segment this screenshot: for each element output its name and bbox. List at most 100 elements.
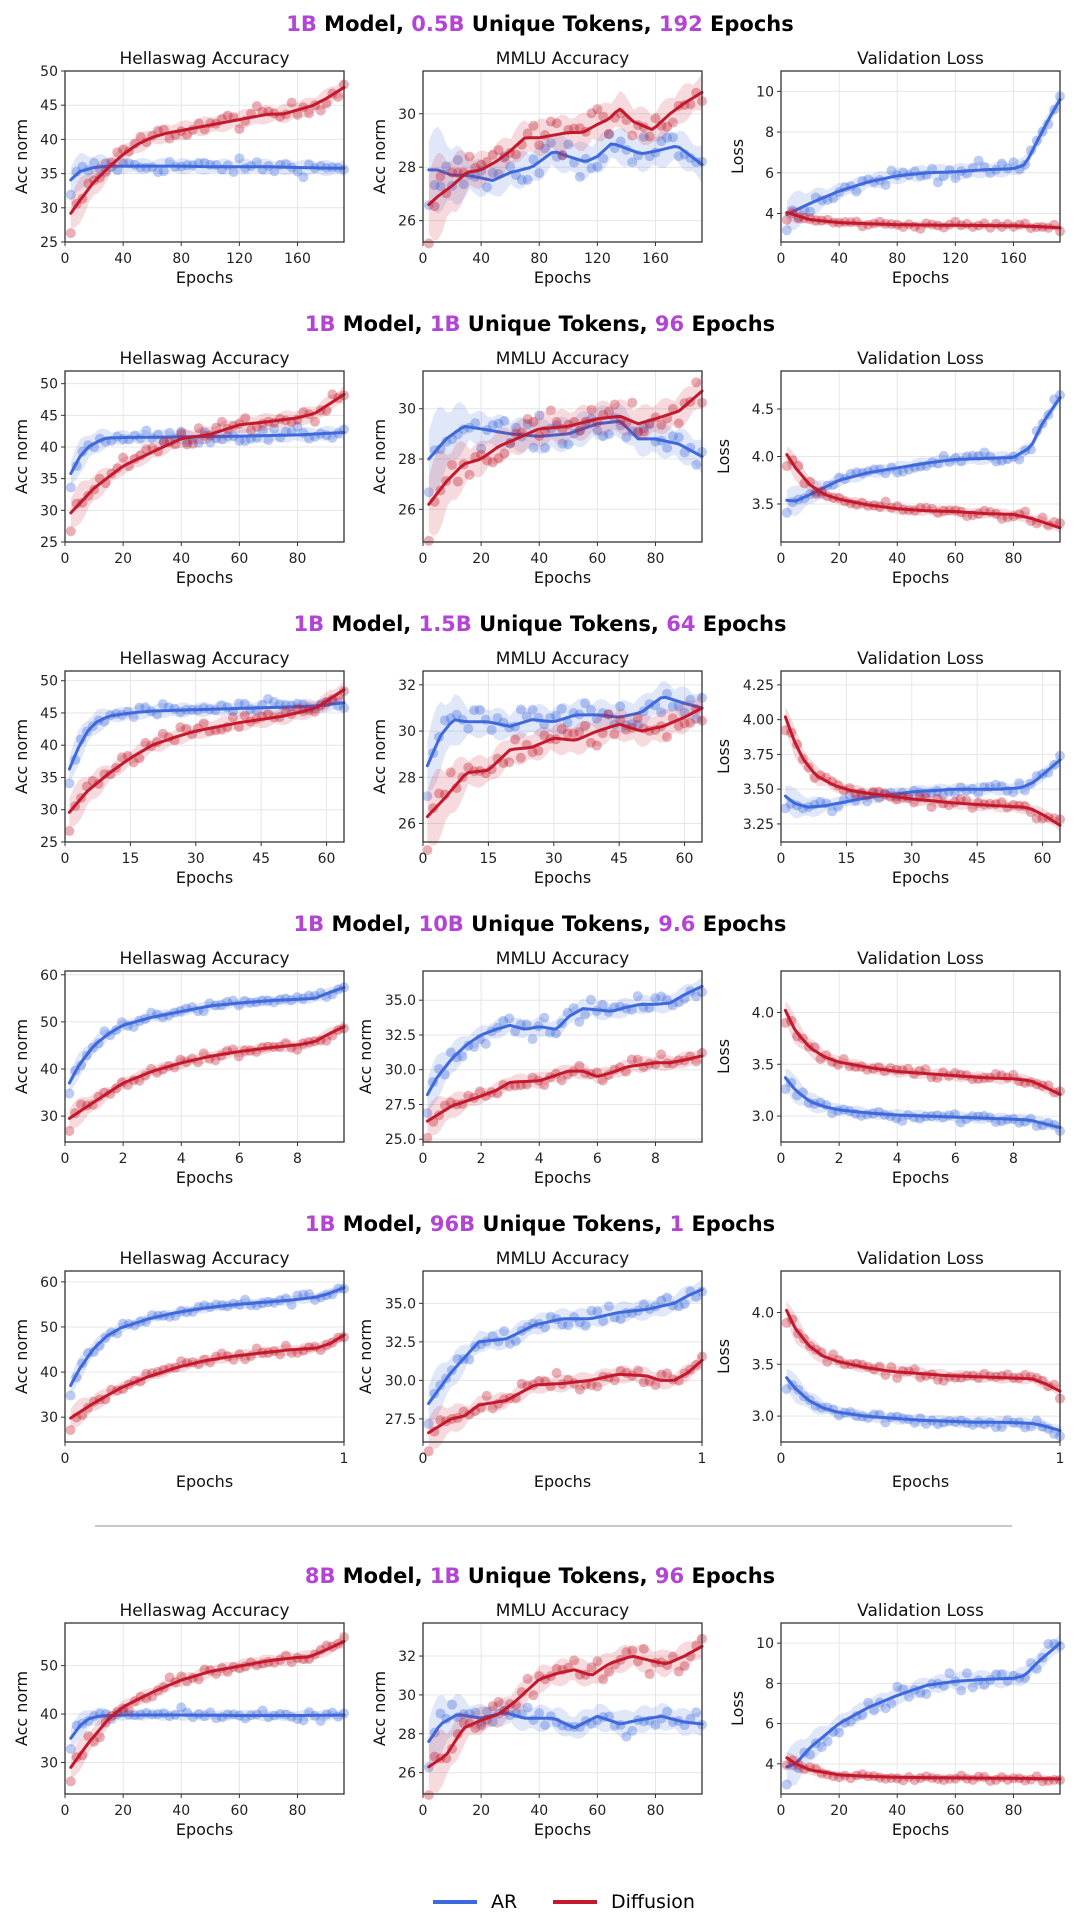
x-tick-label: 15 xyxy=(479,851,497,867)
series-line-ar xyxy=(67,701,346,771)
y-tick-label: 35.0 xyxy=(385,993,416,1009)
data-point-ar xyxy=(991,1669,1002,1680)
x-tick-label: 15 xyxy=(837,851,855,867)
data-point-ar xyxy=(627,1726,638,1737)
row-title-text: Model, xyxy=(335,1212,430,1236)
panel-title: MMLU Accuracy xyxy=(496,1601,629,1621)
y-tick-label: 32.5 xyxy=(385,1028,416,1044)
confidence-band-diffusion xyxy=(428,373,702,536)
row-title-value-tokens: 1.5B xyxy=(418,612,472,636)
data-point-ar xyxy=(550,710,561,721)
x-axis-label: Epochs xyxy=(534,1168,591,1187)
panel-title: Hellaswag Accuracy xyxy=(119,1601,289,1621)
y-tick-label: 28 xyxy=(398,1727,416,1743)
data-point-ar xyxy=(827,1108,838,1119)
data-point-ar xyxy=(422,791,433,802)
data-point-diffusion xyxy=(515,752,526,763)
data-point-diffusion xyxy=(240,1354,251,1365)
data-point-ar xyxy=(592,425,603,436)
data-point-ar xyxy=(164,427,175,438)
data-point-diffusion xyxy=(604,128,614,139)
data-point-ar xyxy=(604,129,614,140)
data-point-diffusion xyxy=(227,712,238,723)
data-point-ar xyxy=(65,189,76,200)
data-point-ar xyxy=(481,182,492,193)
data-point-diffusion xyxy=(780,1017,791,1028)
data-point-ar xyxy=(112,165,123,176)
data-point-diffusion xyxy=(527,747,538,758)
y-axis-label: Acc norm xyxy=(12,1671,31,1746)
data-point-ar xyxy=(816,1742,827,1753)
data-point-ar xyxy=(844,790,855,801)
x-tick-label: 0 xyxy=(419,851,428,867)
data-point-diffusion xyxy=(556,724,567,735)
x-axis-label: Epochs xyxy=(892,268,949,287)
data-point-ar xyxy=(550,1028,561,1039)
axes-frame xyxy=(780,1270,1061,1443)
data-point-ar xyxy=(141,425,152,436)
data-point-diffusion xyxy=(64,826,75,837)
y-tick-label: 30 xyxy=(40,503,58,519)
series-line-ar xyxy=(785,1641,1062,1769)
data-point-diffusion xyxy=(621,1647,632,1658)
data-point-ar xyxy=(540,1720,551,1731)
panel-title: Validation Loss xyxy=(857,949,984,969)
confidence-band-ar xyxy=(70,1707,344,1748)
data-point-diffusion xyxy=(673,418,684,429)
data-point-diffusion xyxy=(481,1390,492,1401)
panel-title: Hellaswag Accuracy xyxy=(119,1249,289,1269)
panel-mmlu-accuracy: 0 20 40 60 80 26 28 30 MMLU Accuracy Epochs Acc no… xyxy=(370,349,707,587)
data-point-diffusion xyxy=(632,712,643,723)
data-point-ar xyxy=(880,180,891,191)
panel-title: Hellaswag Accuracy xyxy=(119,349,289,369)
data-point-diffusion xyxy=(551,118,562,129)
data-point-diffusion xyxy=(65,526,76,537)
data-point-diffusion xyxy=(632,1054,643,1065)
data-point-diffusion xyxy=(528,416,539,427)
row-title-value-model: 1B xyxy=(293,912,325,936)
y-axis-label: Loss xyxy=(714,439,733,474)
data-point-ar xyxy=(691,713,702,724)
data-point-diffusion xyxy=(781,1760,792,1771)
series-line-ar xyxy=(427,142,704,182)
data-point-ar xyxy=(486,724,497,735)
data-point-ar xyxy=(949,788,960,799)
data-point-ar xyxy=(621,432,632,443)
y-tick-label: 45 xyxy=(40,98,58,114)
data-point-ar xyxy=(463,723,474,734)
data-point-ar xyxy=(492,713,503,724)
x-tick-label: 60 xyxy=(946,551,964,567)
y-tick-label: 30.0 xyxy=(385,1063,416,1079)
x-tick-label: 1 xyxy=(1056,1451,1065,1467)
row-title-text: Epochs xyxy=(695,912,787,936)
data-point-diffusion xyxy=(493,1696,504,1707)
row-title-text: Model, xyxy=(335,312,430,336)
data-point-diffusion xyxy=(661,732,672,743)
y-tick-label: 3.50 xyxy=(743,782,774,798)
x-tick-label: 40 xyxy=(530,1803,548,1819)
data-point-ar xyxy=(516,174,527,185)
data-point-ar xyxy=(673,151,684,162)
data-point-ar xyxy=(65,1743,76,1754)
data-point-ar xyxy=(521,711,532,722)
data-point-ar xyxy=(632,719,643,730)
y-tick-label: 28 xyxy=(398,452,416,468)
axes-frame xyxy=(780,70,1061,243)
y-tick-label: 3.25 xyxy=(743,817,774,833)
data-point-diffusion xyxy=(493,453,504,464)
data-point-diffusion xyxy=(638,1377,649,1388)
data-point-ar xyxy=(510,1026,521,1037)
series-line-diffusion xyxy=(785,453,1062,530)
x-tick-label: 60 xyxy=(588,1803,606,1819)
x-tick-label: 0 xyxy=(777,1451,786,1467)
x-axis-label: Epochs xyxy=(534,1472,591,1491)
data-point-ar xyxy=(504,1013,515,1024)
data-point-ar xyxy=(239,698,250,709)
data-point-ar xyxy=(580,698,591,709)
data-point-ar xyxy=(962,1668,972,1679)
data-point-diffusion xyxy=(673,1666,684,1677)
data-point-diffusion xyxy=(429,201,440,212)
data-point-diffusion xyxy=(499,448,510,459)
x-tick-label: 80 xyxy=(888,251,906,267)
y-axis-label: Loss xyxy=(728,139,747,174)
